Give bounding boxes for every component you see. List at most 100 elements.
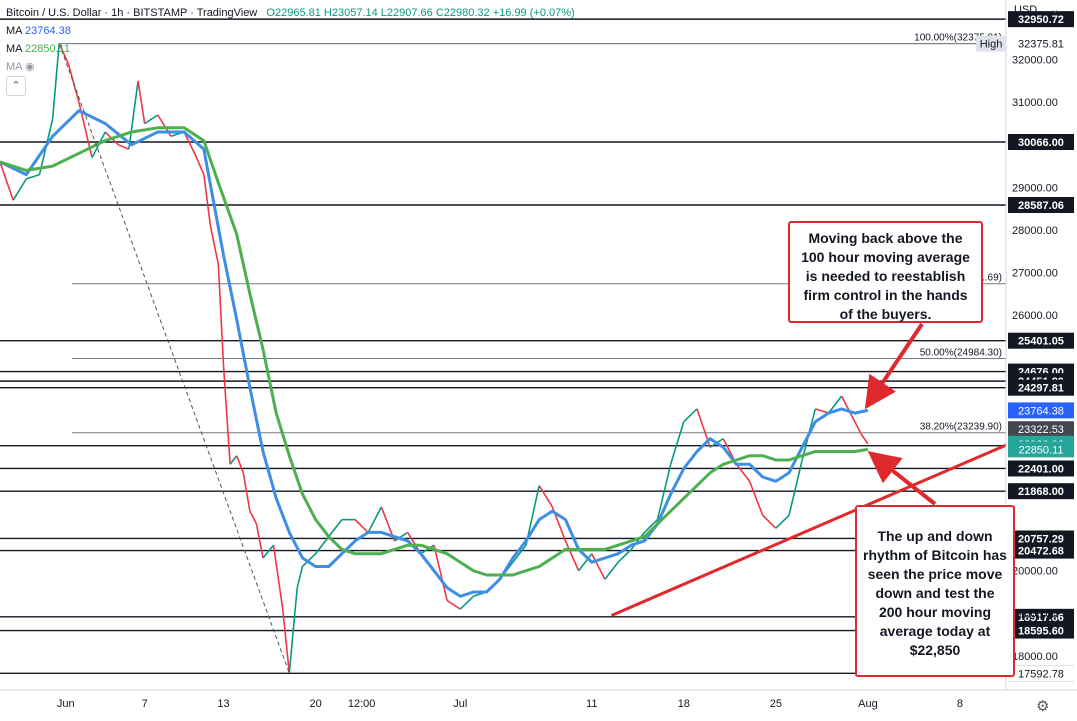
level-badge-10 xyxy=(1008,530,1074,547)
price-badge-label-1: 23764.38 xyxy=(1018,405,1064,417)
level-badge-label-11: 20472.68 xyxy=(1018,546,1064,558)
legend-ma3-row[interactable]: MA ◉ xyxy=(6,58,575,76)
price-segment-35 xyxy=(328,519,343,538)
x-tick-2: 13 xyxy=(217,698,229,710)
level-badge-6 xyxy=(1008,379,1074,396)
level-badge-label-10: 20757.29 xyxy=(1018,533,1064,545)
level-badge-2 xyxy=(1008,196,1074,213)
x-tick-10: 8 xyxy=(957,698,963,710)
price-segment-38 xyxy=(367,506,383,533)
level-badge-label-2: 28587.06 xyxy=(1018,200,1064,212)
ma1-label: MA xyxy=(6,25,22,37)
price-segment-2 xyxy=(12,178,27,201)
price-segment-18 xyxy=(193,153,205,175)
chevron-down-icon: ⌄ xyxy=(1050,4,1060,16)
y-tick-2: 20000.00 xyxy=(1012,566,1058,578)
price-segment-60 xyxy=(656,464,672,520)
legend-collapse-row: ⌃ xyxy=(6,76,575,96)
x-tick-0: Jun xyxy=(57,698,75,710)
price-segment-43 xyxy=(433,545,448,601)
price-segment-11 xyxy=(118,144,130,150)
annotation-text-100ma: Moving back above the 100 hour moving av… xyxy=(801,230,970,322)
time-axis[interactable]: Jun 7 13 20 12:00 Jul 11 18 25 Aug 8 xyxy=(57,698,963,710)
price-segment-3 xyxy=(26,173,40,180)
price-segment-45 xyxy=(459,595,474,610)
price-segment-12 xyxy=(128,80,139,150)
price-segment-28 xyxy=(262,544,275,559)
eye-hidden-icon[interactable]: ◉ xyxy=(24,61,35,73)
x-tick-9: Aug xyxy=(858,698,878,710)
trendlines xyxy=(58,43,1007,674)
legend-ma1-row[interactable]: MA 23764.38 xyxy=(6,22,575,40)
annotation-arrows xyxy=(864,322,937,506)
currency-selector[interactable]: USD ⌄ xyxy=(1014,2,1074,18)
annotation-box-200ma: The up and down rhythm of Bitcoin has se… xyxy=(855,505,1015,677)
price-segment-23 xyxy=(229,455,238,465)
price-segment-37 xyxy=(354,519,369,533)
price-segment-40 xyxy=(394,531,409,542)
price-segment-30 xyxy=(281,608,291,674)
ma-line-0 xyxy=(0,109,869,598)
annotation-text-200ma: The up and down rhythm of Bitcoin has se… xyxy=(863,528,1007,658)
symbol-title[interactable]: Bitcoin / U.S. Dollar · 1h · BITSTAMP · … xyxy=(6,7,258,19)
y-tick-1: 19000.00 xyxy=(1012,608,1058,620)
level-badge-label-3: 25401.05 xyxy=(1018,336,1064,348)
level-badge-3 xyxy=(1008,332,1074,349)
x-tick-5: Jul xyxy=(453,698,467,710)
support-trendline xyxy=(610,443,1007,617)
level-badge-8 xyxy=(1008,460,1074,477)
fib-label-1: ..69) xyxy=(982,273,1002,284)
price-segment-72 xyxy=(815,408,829,414)
price-segment-74 xyxy=(840,395,856,423)
price-badges: 32375.81High23764.3823322.5322980.322285… xyxy=(976,35,1074,682)
price-badge-2 xyxy=(1008,421,1074,438)
collapse-chevron-icon[interactable]: ⌃ xyxy=(6,76,26,96)
gear-icon[interactable]: ⚙ xyxy=(1036,698,1050,715)
price-segment-58 xyxy=(630,531,645,550)
price-segment-26 xyxy=(249,510,258,525)
price-segment-67 xyxy=(748,481,764,516)
price-badge-4 xyxy=(1008,441,1074,458)
arrow-to-100ma xyxy=(864,322,924,410)
price-segment-55 xyxy=(591,553,606,580)
price-segment-17 xyxy=(183,131,196,154)
price-badge-label-2: 23322.53 xyxy=(1018,424,1064,436)
price-segment-1 xyxy=(0,161,14,201)
fib-label-3: 38.20%(23239.90) xyxy=(920,422,1002,433)
price-segment-25 xyxy=(242,472,251,512)
level-badge-label-0: 32950.72 xyxy=(1018,14,1064,26)
annotation-box-100ma: Moving back above the 100 hour moving av… xyxy=(788,221,983,323)
legend-ma2-row[interactable]: MA 22850.11 xyxy=(6,40,575,58)
price-segment-49 xyxy=(512,544,527,563)
price-badge-tag-bg-0 xyxy=(976,35,1006,52)
x-tick-1: 7 xyxy=(142,698,148,710)
y-tick-0: 18000.00 xyxy=(1012,651,1058,663)
level-badge-9 xyxy=(1008,483,1074,500)
price-segment-44 xyxy=(446,599,461,610)
price-segment-22 xyxy=(222,366,231,465)
y-tick-8: 32000.00 xyxy=(1012,55,1058,67)
price-segment-19 xyxy=(203,174,212,226)
price-segment-62 xyxy=(683,408,698,423)
price-badge-0 xyxy=(1008,35,1074,52)
price-segment-29 xyxy=(272,545,284,610)
price-segment-24 xyxy=(235,455,245,474)
y-tick-7: 31000.00 xyxy=(1012,97,1058,109)
price-segment-75 xyxy=(854,421,863,435)
ma-line-1 xyxy=(0,126,869,577)
x-tick-3: 20 xyxy=(309,698,321,710)
price-segment-33 xyxy=(301,553,317,568)
level-badge-label-13: 18595.60 xyxy=(1018,626,1064,638)
price-segment-59 xyxy=(643,519,659,533)
level-badge-label-12: 18917.86 xyxy=(1018,612,1064,624)
price-segment-32 xyxy=(296,566,304,588)
x-tick-8: 25 xyxy=(770,698,782,710)
y-tick-6: 29000.00 xyxy=(1012,182,1058,194)
price-axis[interactable]: 32950.7230066.0028587.0625401.0524676.00… xyxy=(1008,11,1074,682)
price-segment-61 xyxy=(669,421,685,465)
price-segment-42 xyxy=(420,544,435,555)
price-segment-73 xyxy=(827,395,843,414)
y-tick-4: 27000.00 xyxy=(1012,268,1058,280)
price-segment-54 xyxy=(577,553,593,572)
